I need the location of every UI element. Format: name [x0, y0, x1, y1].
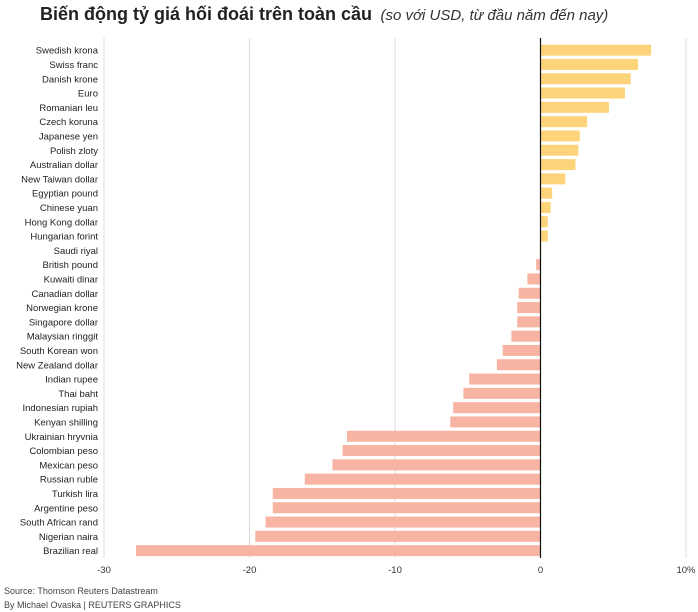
category-label: New Zealand dollar [16, 360, 98, 371]
x-tick-label: 10% [676, 565, 696, 576]
source-note: Source: Thomson Reuters Datastream [4, 586, 158, 596]
bar [518, 287, 541, 299]
bar [469, 373, 541, 385]
category-label: Colombian peso [29, 446, 98, 457]
category-label: South Korean won [20, 346, 98, 357]
bar [136, 545, 541, 557]
category-label: Brazilian real [43, 546, 98, 557]
x-tick-label: -30 [97, 565, 111, 576]
bar [304, 473, 541, 485]
bar [517, 302, 541, 314]
category-label: Russian ruble [40, 475, 98, 486]
category-label: Romanian leu [39, 103, 98, 114]
category-label: Thai baht [58, 389, 98, 400]
category-label: Nigerian naira [39, 532, 99, 543]
category-label: Kenyan shilling [34, 417, 98, 428]
category-label: Hong Kong dollar [25, 217, 98, 228]
category-label: Turkish lira [52, 489, 99, 500]
bar [342, 445, 541, 457]
category-label: Chinese yuan [40, 203, 98, 214]
category-label: Swedish krona [36, 46, 99, 57]
bar [496, 359, 541, 371]
chart-title: Biến động tỷ giá hối đoái trên toàn cầu [40, 4, 373, 24]
x-tick-label: -10 [388, 565, 402, 576]
category-label: Canadian dollar [31, 289, 98, 300]
bar [540, 73, 631, 85]
bar [540, 216, 548, 228]
category-label: Hungarian forint [30, 232, 98, 243]
category-label: Indonesian rupiah [22, 403, 98, 414]
x-tick-label: 0 [538, 565, 543, 576]
bar [540, 187, 553, 199]
category-label: Mexican peso [39, 460, 98, 471]
category-label: Polish zloty [50, 146, 98, 157]
category-label: Danish krone [42, 74, 98, 85]
category-label: Norwegian krone [26, 303, 98, 314]
bar [540, 173, 566, 185]
grid-lines [103, 38, 687, 558]
category-labels: Swedish krona Swiss franc Danish krone Euro… [16, 46, 99, 558]
bar [540, 101, 609, 113]
bars [136, 44, 652, 557]
category-label: South African rand [20, 518, 98, 529]
category-label: Swiss franc [49, 60, 98, 71]
category-label: Argentine peso [34, 503, 98, 514]
category-label: Singapore dollar [29, 317, 98, 328]
bar [272, 502, 541, 514]
x-tick-label: -20 [243, 565, 257, 576]
bar [540, 87, 625, 99]
bar [255, 530, 541, 542]
bar [453, 402, 541, 414]
chart-subtitle: (so với USD, từ đầu năm đến nay) [380, 7, 609, 24]
bar [346, 430, 541, 442]
bar [536, 259, 541, 271]
bar [540, 116, 588, 128]
bar [517, 316, 541, 328]
bar-chart: Swedish krona Swiss franc Danish krone Euro… [16, 38, 696, 576]
category-label: British pound [43, 260, 98, 271]
category-label: Kuwaiti dinar [44, 274, 98, 285]
credit-note: By Michael Ovaska | REUTERS GRAPHICS [4, 600, 181, 610]
bar [540, 144, 579, 156]
category-label: Euro [78, 89, 98, 100]
x-axis-ticks: -30 -20 -10 0 10% [97, 565, 696, 576]
category-label: Egyptian pound [32, 189, 98, 200]
category-label: Malaysian ringgit [27, 332, 99, 343]
bar [540, 201, 551, 213]
bar [540, 230, 548, 242]
category-label: Czech koruna [39, 117, 98, 128]
bar [527, 273, 541, 285]
bar [540, 44, 652, 56]
bar [265, 516, 541, 528]
bar [502, 344, 541, 356]
category-label: Saudi riyal [54, 246, 98, 257]
bar [540, 159, 576, 171]
category-label: Australian dollar [30, 160, 98, 171]
bar [463, 387, 541, 399]
bar [540, 130, 580, 142]
bar [450, 416, 541, 428]
chart-title-block: Biến động tỷ giá hối đoái trên toàn cầu … [40, 4, 608, 25]
bar [272, 487, 541, 499]
bar [540, 58, 638, 70]
category-label: Ukrainian hryvnia [25, 432, 99, 443]
category-label: Indian rupee [45, 375, 98, 386]
category-label: Japanese yen [39, 131, 98, 142]
footer: Source: Thomson Reuters Datastream By Mi… [4, 584, 181, 612]
category-label: New Taiwan dollar [21, 174, 98, 185]
bar [332, 459, 541, 471]
bar [511, 330, 541, 342]
